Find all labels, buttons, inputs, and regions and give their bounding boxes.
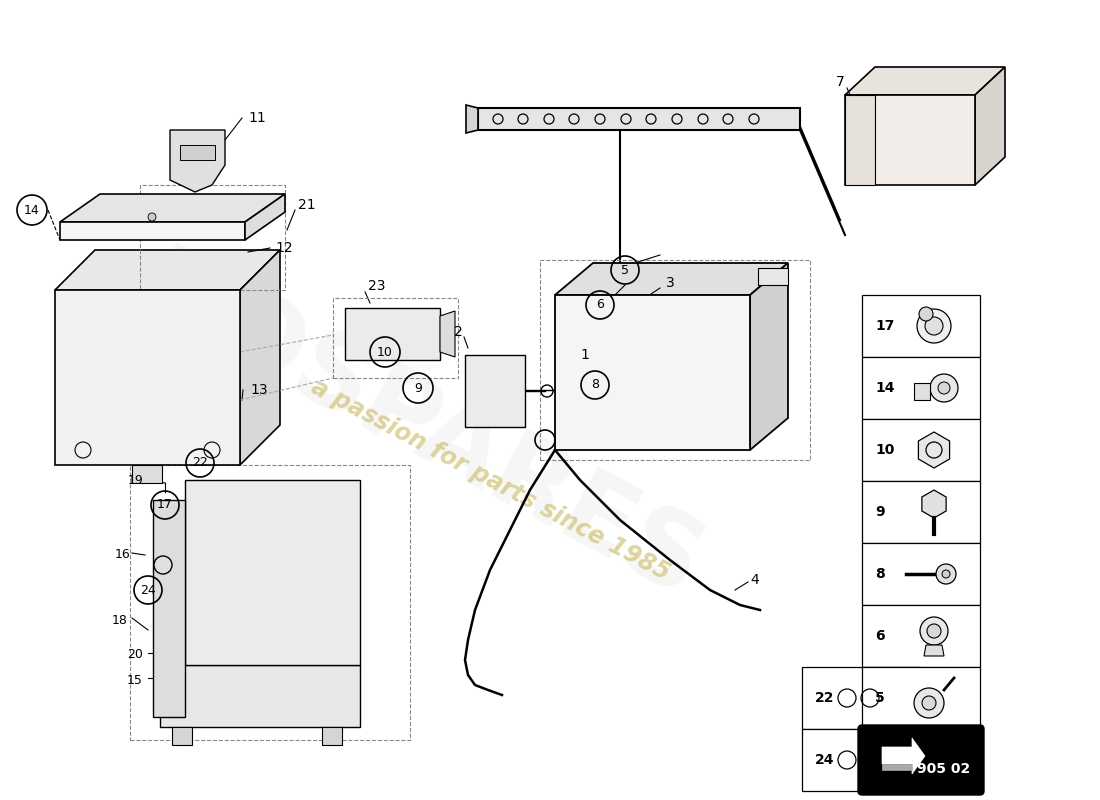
Polygon shape [914, 383, 929, 400]
Circle shape [930, 374, 958, 402]
FancyBboxPatch shape [862, 605, 980, 667]
Polygon shape [924, 645, 944, 656]
Text: 9: 9 [874, 505, 884, 519]
Text: 2: 2 [453, 325, 462, 339]
Circle shape [918, 307, 933, 321]
Text: 21: 21 [298, 198, 316, 212]
Circle shape [938, 382, 950, 394]
Text: 14: 14 [874, 381, 894, 395]
Circle shape [925, 317, 943, 335]
Text: 6: 6 [874, 629, 884, 643]
Polygon shape [440, 311, 455, 357]
Text: 10: 10 [377, 346, 393, 358]
FancyBboxPatch shape [862, 667, 980, 729]
Polygon shape [172, 727, 192, 745]
Text: 6: 6 [596, 298, 604, 311]
Polygon shape [160, 665, 360, 727]
FancyBboxPatch shape [862, 481, 980, 543]
Circle shape [920, 617, 948, 645]
Polygon shape [758, 268, 788, 285]
Circle shape [154, 556, 172, 574]
FancyBboxPatch shape [802, 667, 920, 729]
Text: 20: 20 [128, 649, 143, 662]
Text: 22: 22 [192, 457, 208, 470]
Text: 1: 1 [581, 348, 590, 362]
Text: 905 02: 905 02 [917, 762, 970, 776]
Text: 3: 3 [666, 276, 674, 290]
FancyBboxPatch shape [862, 543, 980, 605]
Polygon shape [845, 67, 1005, 95]
Polygon shape [845, 95, 975, 185]
Polygon shape [60, 194, 285, 222]
Polygon shape [55, 290, 240, 465]
Text: 17: 17 [157, 498, 173, 511]
Text: 14: 14 [24, 203, 40, 217]
Text: 12: 12 [275, 241, 293, 255]
Polygon shape [185, 480, 360, 665]
Polygon shape [60, 222, 245, 240]
Text: 19: 19 [128, 474, 143, 486]
Circle shape [936, 564, 956, 584]
FancyBboxPatch shape [802, 729, 920, 791]
Text: 11: 11 [248, 111, 266, 125]
Text: 10: 10 [874, 443, 894, 457]
Text: 22: 22 [815, 691, 835, 705]
Text: 13: 13 [250, 383, 267, 397]
Text: 23: 23 [368, 279, 385, 293]
Text: 4: 4 [750, 573, 759, 587]
Circle shape [914, 688, 944, 718]
Polygon shape [845, 95, 875, 185]
Polygon shape [750, 263, 788, 450]
Polygon shape [556, 295, 750, 450]
Polygon shape [345, 308, 440, 360]
Polygon shape [918, 432, 949, 468]
Text: 24: 24 [815, 753, 835, 767]
Circle shape [917, 309, 952, 343]
FancyBboxPatch shape [862, 357, 980, 419]
Circle shape [942, 570, 950, 578]
FancyBboxPatch shape [858, 725, 984, 795]
Polygon shape [322, 727, 342, 745]
Text: 17: 17 [874, 319, 894, 333]
Polygon shape [240, 250, 280, 465]
Polygon shape [466, 105, 478, 133]
Text: 24: 24 [140, 583, 156, 597]
Text: 5: 5 [874, 691, 884, 705]
Polygon shape [975, 67, 1005, 185]
Polygon shape [478, 108, 800, 130]
Polygon shape [132, 465, 162, 483]
Text: 15: 15 [128, 674, 143, 686]
Polygon shape [465, 355, 525, 427]
Polygon shape [882, 764, 912, 770]
Text: 16: 16 [114, 549, 130, 562]
Text: 8: 8 [874, 567, 884, 581]
Text: a passion for parts since 1985: a passion for parts since 1985 [307, 375, 673, 585]
Text: DOSPARES: DOSPARES [121, 239, 719, 621]
Polygon shape [245, 194, 285, 240]
Text: 5: 5 [621, 263, 629, 277]
Circle shape [148, 213, 156, 221]
Polygon shape [180, 145, 214, 160]
Text: 18: 18 [112, 614, 128, 626]
FancyBboxPatch shape [862, 295, 980, 357]
Polygon shape [170, 130, 226, 192]
Circle shape [922, 696, 936, 710]
Circle shape [927, 624, 940, 638]
Polygon shape [153, 500, 185, 717]
Polygon shape [55, 250, 280, 290]
Text: 8: 8 [591, 378, 600, 391]
FancyBboxPatch shape [862, 419, 980, 481]
Polygon shape [556, 263, 788, 295]
Polygon shape [882, 738, 925, 774]
Text: 9: 9 [414, 382, 422, 394]
Polygon shape [922, 490, 946, 518]
Text: 7: 7 [836, 75, 845, 89]
